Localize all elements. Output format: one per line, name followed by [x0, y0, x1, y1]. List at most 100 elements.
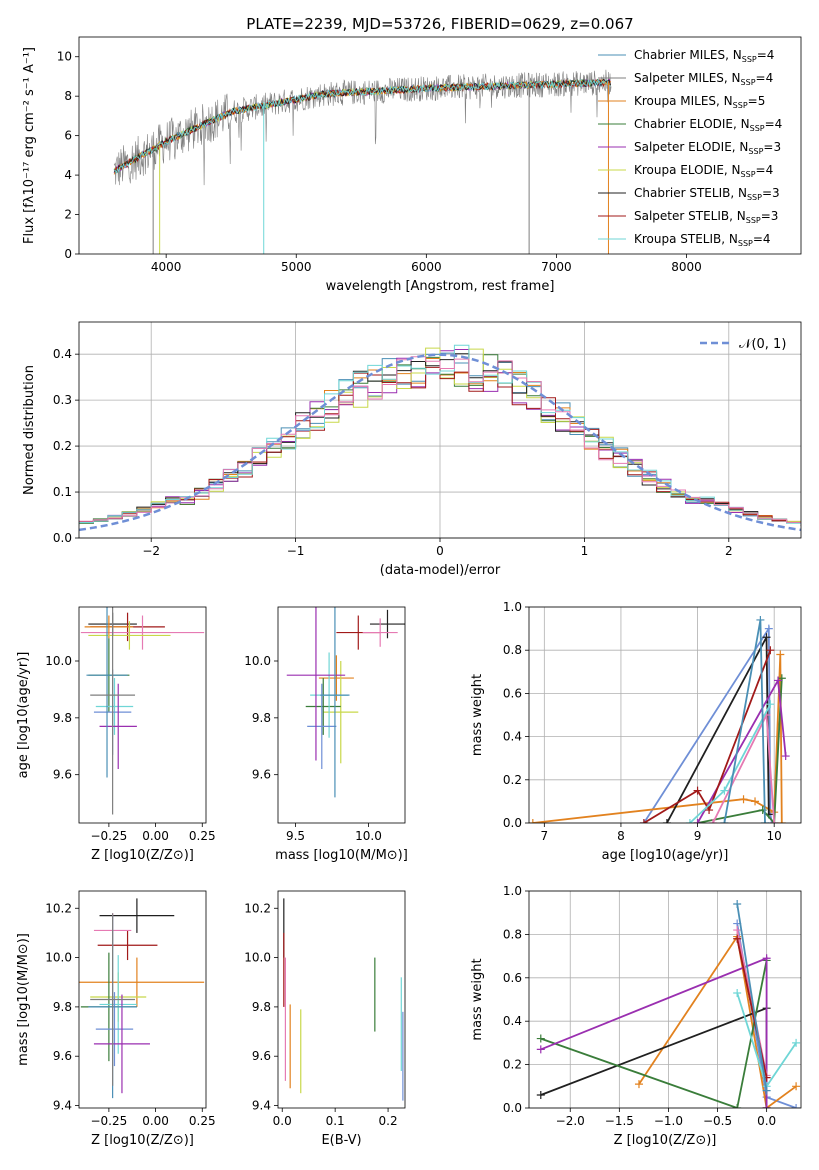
y-tick-label: 0.8 — [503, 927, 522, 941]
y-tick-label: 10 — [57, 50, 72, 64]
legend-entry-label: Chabrier ELODIE, N — [634, 117, 750, 131]
y-tick-label: 1.0 — [503, 884, 522, 898]
weight-point-marker — [733, 926, 742, 935]
x-tick-label: 0.0 — [273, 1114, 292, 1128]
weight-point-marker — [792, 1104, 801, 1108]
mass_vs_EBV-frame — [277, 890, 406, 1109]
spectrum-marks — [113, 69, 612, 254]
weight_vs_age-marks — [529, 615, 790, 823]
weight-point-marker — [536, 1034, 545, 1043]
weight-point-marker — [770, 819, 779, 823]
legend-entry-label: Chabrier MILES, N — [634, 48, 742, 62]
legend-entry-tail: =4 — [765, 117, 783, 131]
x-tick-label: 0.0 — [757, 1114, 776, 1128]
legend-entry-tail: =4 — [757, 48, 775, 62]
y-tick-label: 0.0 — [503, 816, 522, 830]
y-tick-label: 9.8 — [252, 711, 271, 725]
x-tick-label: 0.00 — [142, 829, 169, 843]
weight_vs_age-xlabel: age [log10(age/yr)] — [602, 848, 729, 863]
weight-point-marker — [720, 786, 729, 795]
mass_vs_EBV-xlabel: E(B-V) — [321, 1133, 361, 1148]
y-tick-label: 10.0 — [45, 951, 72, 965]
weight-point-marker — [739, 795, 748, 804]
mass_vs_EBV-axes: 0.0 0.1 0.2 9.4 9.6 9.8 10.0 10.2 E(B-V) — [244, 890, 406, 1148]
x-tick-label: 6000 — [411, 260, 442, 274]
weight_vs_Z-xlabel: Z [log10(Z/Z⊙)] — [614, 1133, 717, 1148]
age_vs_mass-marks — [286, 607, 405, 798]
spectrum-ylabel: Flux [fλ10⁻¹⁷ erg cm⁻² s⁻¹ A⁻¹] — [22, 47, 37, 244]
legend-entry-label: Chabrier STELIB, N — [634, 186, 747, 200]
y-tick-label: 0 — [64, 247, 72, 261]
x-tick-label: 10.0 — [355, 829, 382, 843]
weight-point-marker — [777, 819, 786, 823]
legend-entry-tail: =3 — [762, 186, 780, 200]
weight-point-marker — [766, 700, 775, 709]
weight-series-line — [697, 678, 783, 823]
weight-point-marker — [774, 676, 783, 685]
mass_vs_Z-ylabel: mass [log10(M/M⊙)] — [16, 933, 31, 1066]
legend-entry-sub: SSP — [742, 55, 757, 64]
y-tick-label: 10.2 — [45, 901, 72, 915]
age_vs_Z-xlabel: Z [log10(Z/Z⊙)] — [91, 848, 194, 863]
x-tick-label: 9 — [694, 829, 702, 843]
legend-entry-tail: =3 — [763, 140, 781, 154]
weight-series-line — [638, 934, 797, 1108]
y-tick-label: 1.0 — [503, 600, 522, 614]
weight-series-line — [736, 903, 768, 1091]
weight-point-marker — [705, 806, 714, 815]
x-tick-label: 9.5 — [286, 829, 305, 843]
weight-point-marker — [529, 819, 537, 823]
y-tick-label: 0.4 — [53, 347, 72, 361]
x-tick-label: 8 — [617, 829, 625, 843]
legend-entry-tail: =4 — [756, 163, 774, 177]
legend-entry: Chabrier ELODIE, NSSP=4 — [634, 117, 782, 133]
y-tick-label: 9.8 — [252, 1000, 271, 1014]
x-tick-label: −0.25 — [90, 829, 127, 843]
mass_vs_Z-marks — [79, 898, 205, 1099]
y-tick-label: 9.8 — [53, 1000, 72, 1014]
legend-entry: Salpeter STELIB, NSSP=3 — [634, 209, 778, 225]
legend-entry: Chabrier MILES, NSSP=4 — [634, 48, 774, 64]
weight-series-line — [540, 1006, 768, 1108]
weight-point-marker — [720, 819, 729, 823]
x-tick-label: −1 — [287, 544, 305, 558]
x-tick-label: 0.25 — [189, 1114, 216, 1128]
x-tick-label: 0.00 — [142, 1114, 169, 1128]
legend-entry-sub: SSP — [738, 239, 753, 248]
y-tick-label: 9.4 — [252, 1099, 271, 1113]
legend-entry-sub: SSP — [747, 193, 762, 202]
legend-entry-label: Kroupa STELIB, N — [634, 232, 738, 246]
x-tick-label: −2 — [142, 544, 160, 558]
legend-entry-tail: =5 — [748, 94, 766, 108]
y-tick-label: 9.4 — [53, 1099, 72, 1113]
legend-entry-label: Salpeter ELODIE, N — [634, 140, 748, 154]
x-tick-label: −0.5 — [703, 1114, 732, 1128]
x-tick-label: 0 — [436, 544, 444, 558]
weight-point-marker — [781, 752, 790, 761]
spectrum-axes: 4000 5000 6000 7000 8000 0 2 4 6 8 10 wavelength [A… — [22, 36, 802, 294]
weight_vs_Z-marks — [536, 900, 801, 1108]
y-tick-label: 0.0 — [503, 1101, 522, 1115]
x-tick-label: −1.0 — [654, 1114, 683, 1128]
legend-entry: Kroupa STELIB, NSSP=4 — [634, 232, 771, 248]
y-tick-label: 9.6 — [252, 768, 271, 782]
weight-point-marker — [685, 819, 694, 823]
age_vs_Z-frame — [78, 606, 207, 824]
weight-point-marker — [792, 1082, 801, 1091]
y-tick-label: 10.2 — [244, 901, 271, 915]
weight-point-marker — [762, 1086, 771, 1095]
residuals-marks — [79, 344, 801, 532]
legend-entry-sub: SSP — [733, 101, 748, 110]
x-tick-label: −1.5 — [605, 1114, 634, 1128]
weight-point-marker — [764, 624, 773, 633]
x-tick-label: −0.25 — [90, 1114, 127, 1128]
y-tick-label: 9.6 — [53, 1049, 72, 1063]
weight-point-marker — [792, 1038, 801, 1047]
legend-entry-label: Salpeter MILES, N — [634, 71, 741, 85]
y-tick-label: 0.2 — [503, 1058, 522, 1072]
x-tick-label: 4000 — [151, 260, 182, 274]
age_vs_mass-frame — [277, 606, 406, 824]
y-tick-label: 0.2 — [53, 439, 72, 453]
